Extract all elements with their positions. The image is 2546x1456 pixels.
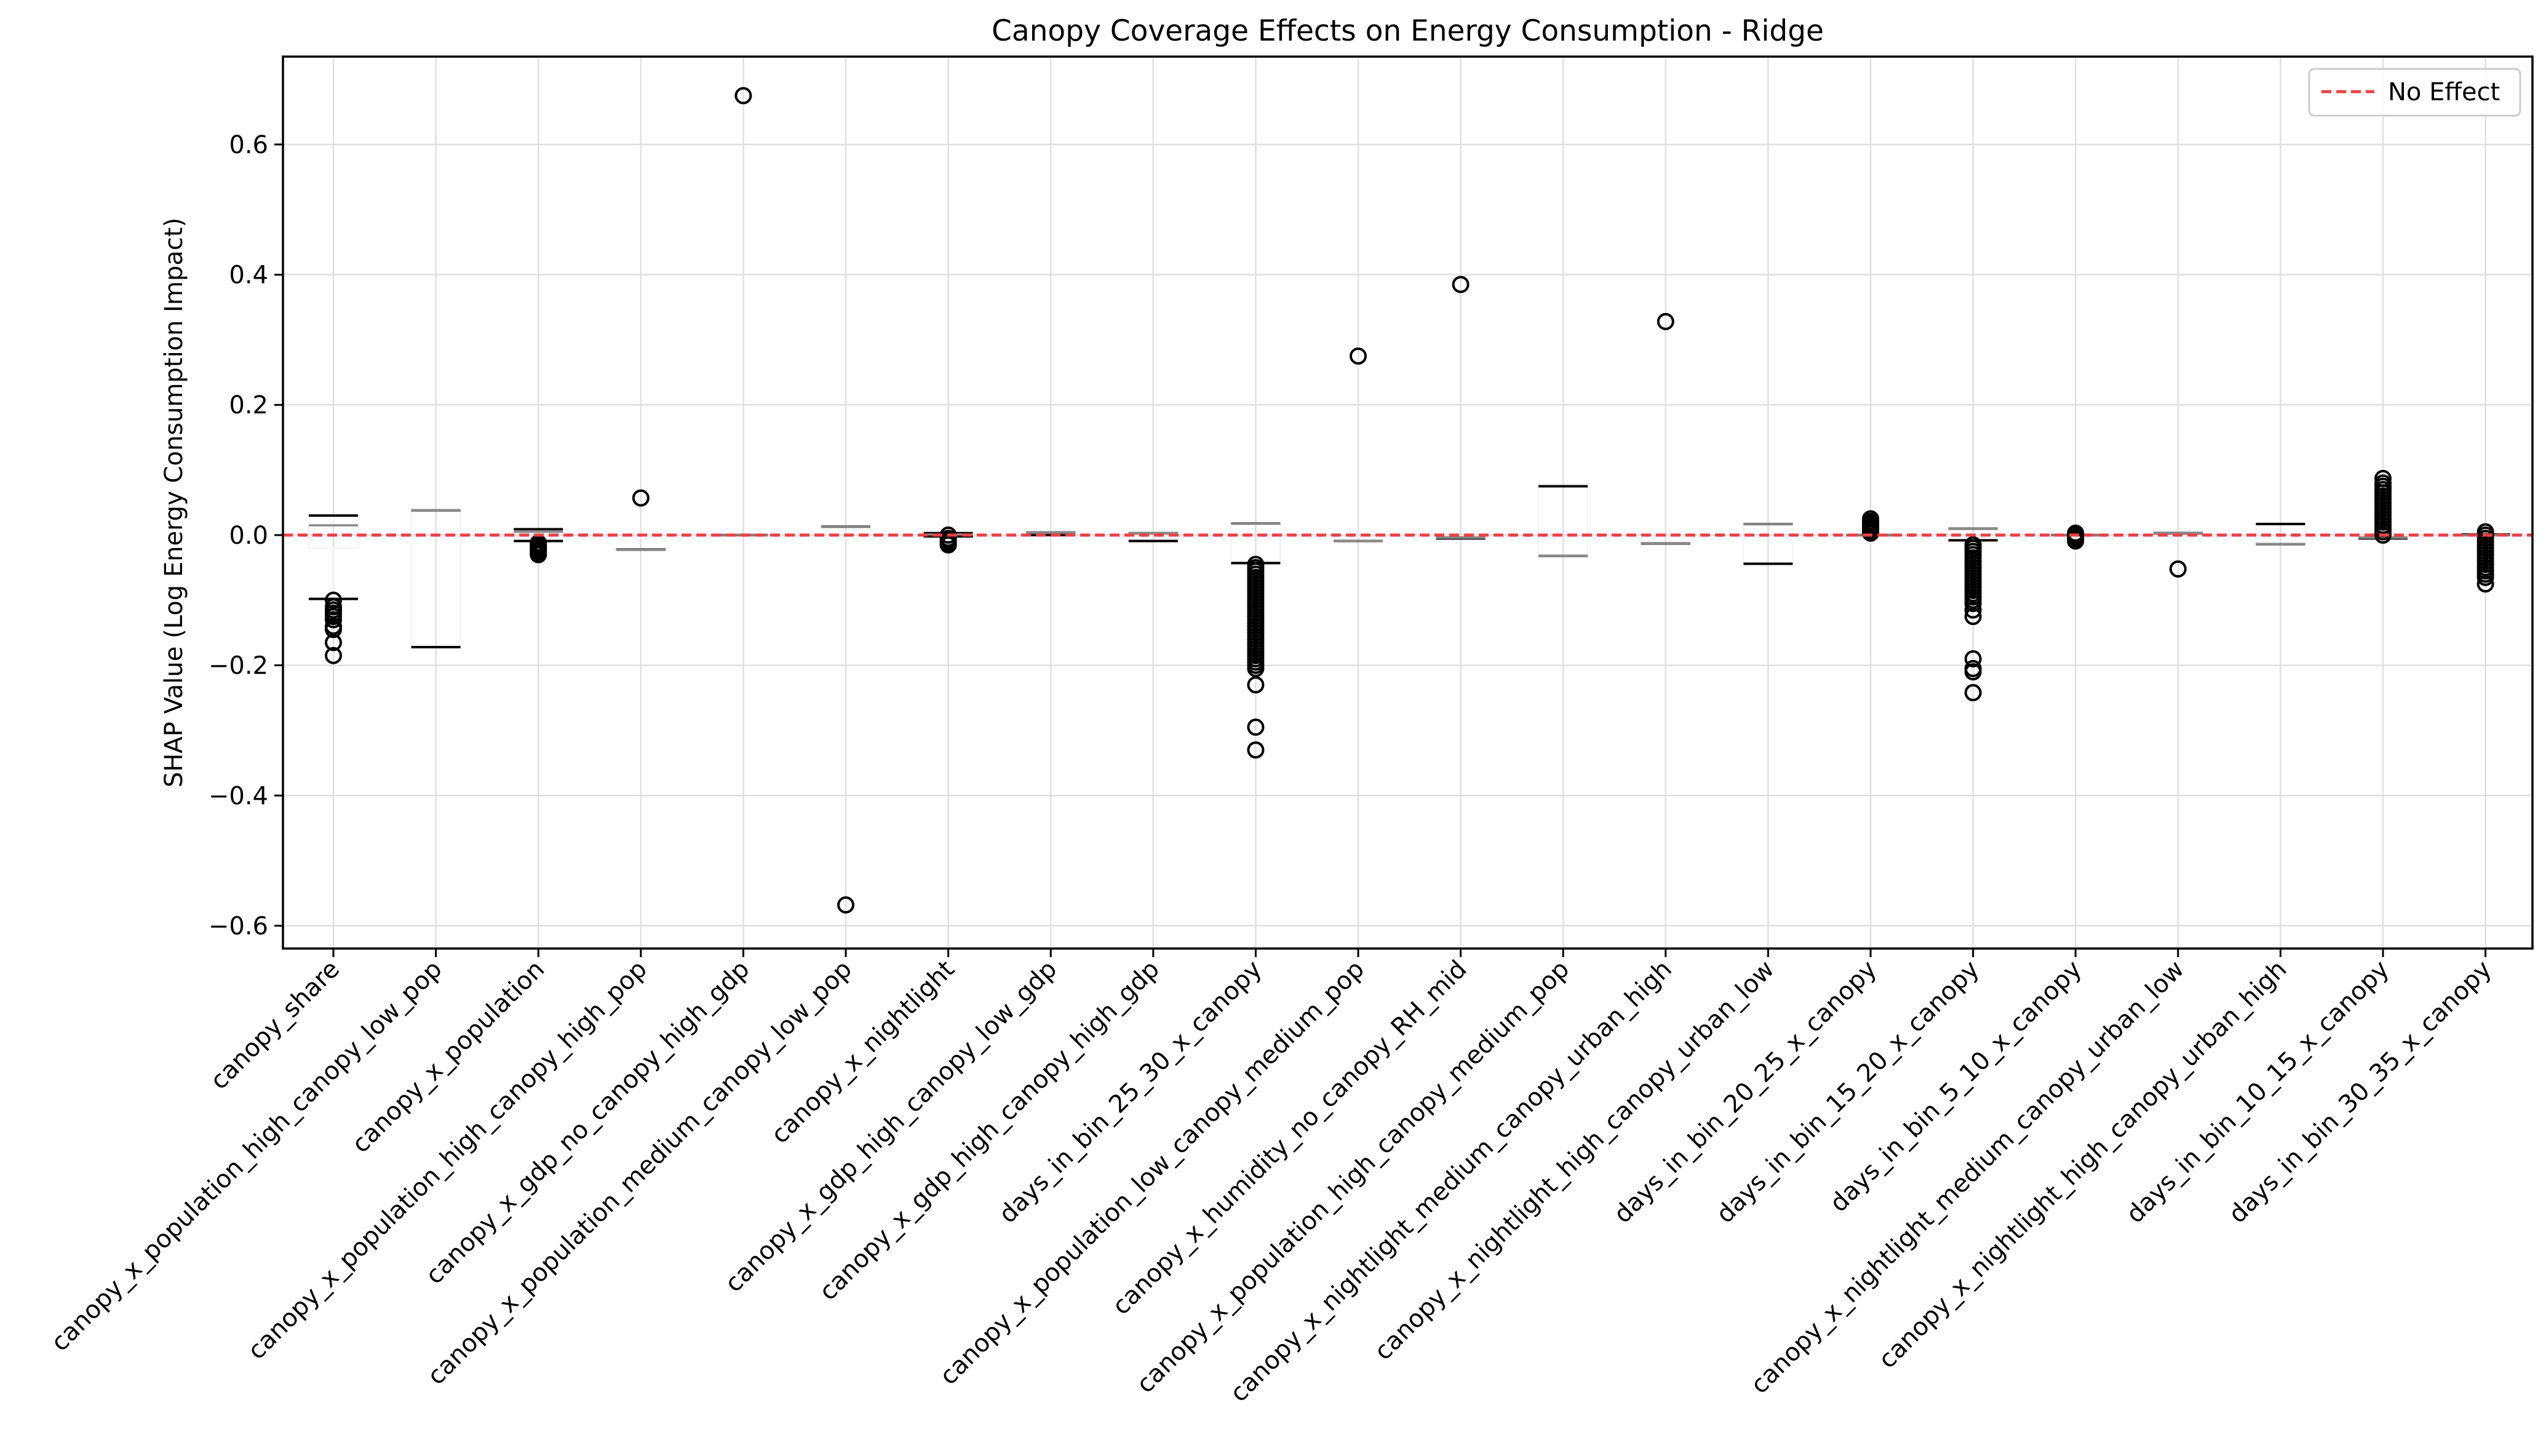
outlier-point	[1247, 718, 1265, 736]
box-canopy_x_population_high_canopy_high_pop	[615, 489, 666, 551]
outlier-point	[1247, 659, 1265, 677]
y-tick-label: −0.6	[209, 912, 268, 941]
y-tick-label: 0.6	[229, 131, 268, 159]
outlier-point	[325, 621, 342, 638]
outlier-point	[837, 896, 854, 914]
outlier-point	[734, 87, 752, 105]
outlier-point	[325, 634, 342, 651]
box-canopy_x_humidity_no_canopy_RH_mid	[1435, 276, 1486, 540]
outlier-point	[325, 646, 342, 664]
outlier-point	[1862, 510, 1879, 528]
outlier-point	[2169, 560, 2187, 578]
box-canopy_x_nightlight_medium_canopy_urban_low	[2152, 531, 2203, 578]
outlier-point	[1964, 663, 1982, 681]
box-canopy_share	[308, 514, 359, 664]
outlier-point	[1964, 601, 1982, 619]
outlier-point	[1452, 276, 1470, 293]
plot-area-frame	[282, 55, 2534, 950]
box-canopy_x_population_high_canopy_medium_pop	[1538, 485, 1589, 557]
legend-label-no-effect: No Effect	[2388, 78, 2500, 106]
legend-frame	[2308, 68, 2521, 117]
outlier-point	[939, 536, 957, 554]
y-tick-label: 0.2	[229, 391, 268, 420]
box-days_in_bin_15_20_x_canopy	[1947, 527, 1999, 702]
outlier-point	[325, 611, 342, 629]
outlier-point	[2476, 568, 2494, 586]
outlier-point	[2374, 474, 2392, 492]
outlier-point	[1964, 650, 1982, 668]
y-tick-label: −0.2	[209, 652, 268, 680]
outlier-point	[1964, 595, 1982, 613]
outlier-point	[1657, 312, 1674, 330]
outlier-point	[1964, 684, 1982, 702]
outlier-point	[1964, 608, 1982, 626]
outlier-point	[1350, 347, 1367, 365]
outlier-point	[632, 489, 650, 507]
box-canopy_x_gdp_high_canopy_high_gdp	[1128, 531, 1179, 543]
y-axis-label: SHAP Value (Log Energy Consumption Impac…	[160, 218, 188, 787]
legend: No Effect	[2308, 68, 2521, 117]
outlier-point	[325, 591, 342, 609]
y-axis-ticks: −0.6 −0.4 −0.2 0.0 0.2 0.4 0.6	[209, 131, 283, 941]
outlier-point	[2476, 575, 2494, 593]
y-tick-label: −0.4	[209, 782, 268, 810]
box-canopy_x_nightlight_high_canopy_urban_low	[1743, 522, 1794, 565]
outlier-point	[1247, 676, 1265, 694]
box-days_in_bin_25_30_x_canopy	[1230, 522, 1281, 759]
box-canopy_x_population	[513, 528, 564, 563]
y-tick-label: 0.0	[229, 522, 268, 550]
grid-lines	[283, 57, 2532, 949]
box-canopy_x_population_medium_canopy_low_pop	[821, 525, 871, 914]
outlier-point	[530, 546, 547, 563]
box-canopy_x_population_high_canopy_low_pop	[410, 509, 461, 648]
outlier-point	[1247, 741, 1265, 759]
outlier-point	[2374, 469, 2392, 487]
box-canopy_x_nightlight_medium_canopy_urban_high	[1640, 312, 1691, 545]
chart-title: Canopy Coverage Effects on Energy Consum…	[992, 14, 1824, 48]
box-canopy_x_population_low_canopy_medium_pop	[1333, 347, 1383, 543]
y-tick-label: 0.4	[229, 261, 268, 290]
